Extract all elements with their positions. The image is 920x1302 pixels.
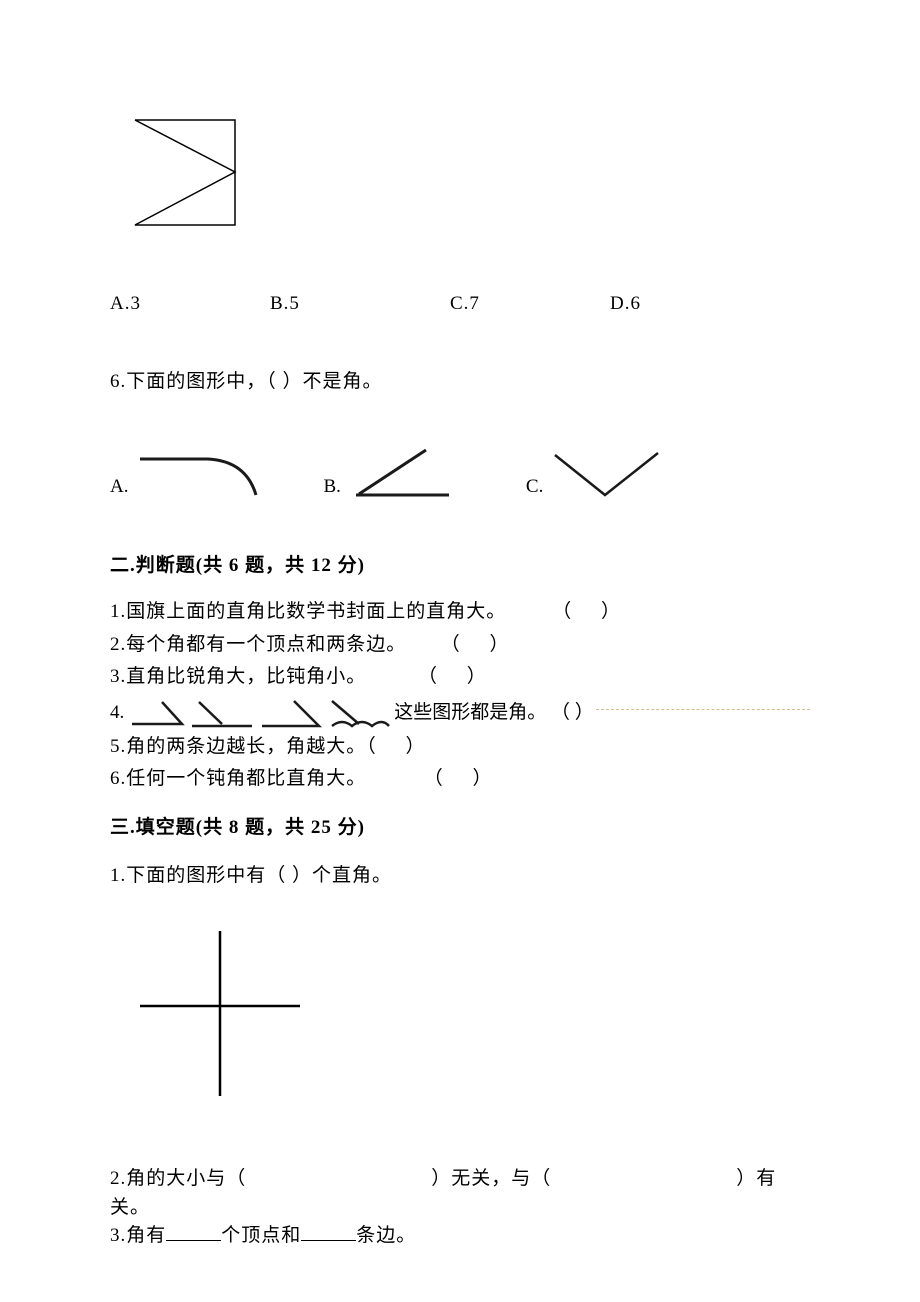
judge-2-num: 2. xyxy=(110,631,126,660)
fill-q3-part1: 3.角有 xyxy=(110,1225,166,1246)
section2-header: 二.判断题(共 6 题，共 12 分) xyxy=(110,552,810,581)
judge-item-2: 2. 每个角都有一个顶点和两条边。 （ ） xyxy=(110,631,810,660)
q6-choice-b: B. xyxy=(323,442,460,502)
judge-6-num: 6. xyxy=(110,765,126,794)
q5-choices: A.3 B.5 C.7 D.6 xyxy=(110,290,810,319)
judge-item-4: 4. 这些图形都是角。 （ ） xyxy=(110,696,810,731)
cross-figure xyxy=(130,926,810,1111)
judge-item-3: 3. 直角比锐角大，比钝角小。 （ ） xyxy=(110,663,810,692)
judge-item-6: 6. 任何一个钝角都比直角大。 （ ） xyxy=(110,765,810,794)
judge-5-text: 角的两条边越长，角越大。（ ） xyxy=(126,733,425,762)
q5-choice-b: B.5 xyxy=(270,290,450,319)
judge-3-text: 直角比锐角大，比钝角小。 （ ） xyxy=(126,663,487,692)
fill-q3-part3: 条边。 xyxy=(356,1225,416,1246)
cross-svg xyxy=(130,926,310,1101)
q6-a-shape xyxy=(128,447,268,502)
judge-1-text: 国旗上面的直角比数学书封面上的直角大。 （ ） xyxy=(126,598,621,627)
q5-choice-a: A.3 xyxy=(110,290,270,319)
q5-choice-c: C.7 xyxy=(450,290,610,319)
q5-shape-svg xyxy=(110,115,240,230)
q6-b-label: B. xyxy=(323,473,340,502)
judge-6-text: 任何一个钝角都比直角大。 （ ） xyxy=(126,765,492,794)
judge-4-text: 这些图形都是角。 （ ） xyxy=(394,699,594,728)
fill-q2-part1: 2.角的大小与（ xyxy=(110,1168,246,1189)
q6-b-shape xyxy=(341,442,461,502)
fill-q3: 3.角有 个顶点和 条边。 xyxy=(110,1222,810,1251)
fill-q3-part2: 个顶点和 xyxy=(221,1225,301,1246)
judge-3-num: 3. xyxy=(110,663,126,692)
judge-2-text: 每个角都有一个顶点和两条边。 （ ） xyxy=(126,631,509,660)
fill-q3-blank2 xyxy=(301,1223,356,1241)
q6-question-text: 6.下面的图形中，（ ）不是角。 xyxy=(110,368,810,397)
fill-q2-part2: ）无关，与（ xyxy=(431,1168,551,1189)
q6-c-shape xyxy=(543,447,668,502)
fill-q1: 1.下面的图形中有（ ）个直角。 xyxy=(110,862,810,891)
q6-a-label: A. xyxy=(110,473,128,502)
q6-choice-a: A. xyxy=(110,447,268,502)
q6-choices-row: A. B. C. xyxy=(110,442,810,502)
judge-1-num: 1. xyxy=(110,598,126,627)
judge-item-5: 5. 角的两条边越长，角越大。（ ） xyxy=(110,733,810,762)
dashed-line-right xyxy=(596,709,810,710)
judge-4-num: 4. xyxy=(110,699,124,728)
judge-5-num: 5. xyxy=(110,733,126,762)
judge-item-1: 1. 国旗上面的直角比数学书封面上的直角大。 （ ） xyxy=(110,598,810,627)
fill-q2: 2.角的大小与（）无关，与（）有关。 xyxy=(110,1165,810,1222)
fill-q3-blank1 xyxy=(166,1223,221,1241)
q6-choice-c: C. xyxy=(526,447,668,502)
section3-header: 三.填空题(共 8 题，共 25 分) xyxy=(110,814,810,843)
q5-choice-d: D.6 xyxy=(610,290,710,319)
judge-4-shapes xyxy=(124,696,394,731)
q5-figure xyxy=(110,115,810,240)
q6-c-label: C. xyxy=(526,473,543,502)
